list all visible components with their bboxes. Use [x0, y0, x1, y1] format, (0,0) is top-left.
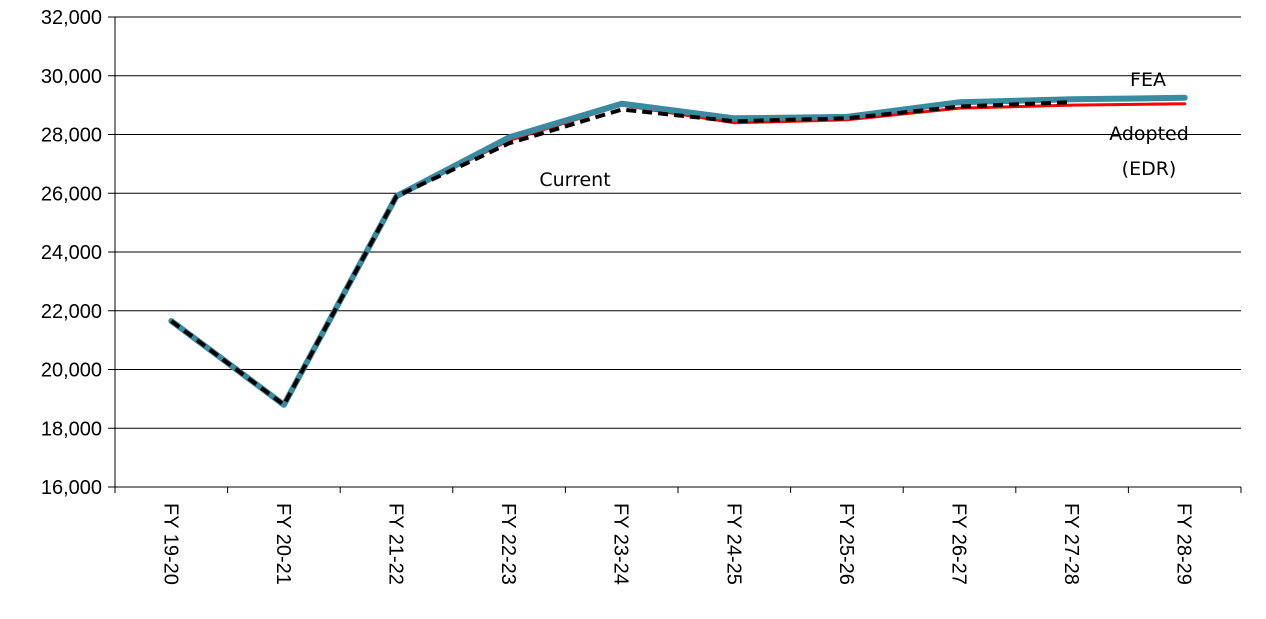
- series-line-fea: [168, 94, 1188, 408]
- y-tick-label: 24,000: [41, 242, 102, 264]
- x-tick-label: FY 19-20: [159, 503, 181, 585]
- x-tick-label: FY 27-28: [1060, 503, 1082, 585]
- y-tick-label: 16,000: [41, 477, 102, 499]
- series-line-adopted-edr: [169, 102, 1187, 407]
- y-axis-ticks: 16,000 18,000 20,000 22,000 24,000 26,000 28,0…: [41, 7, 115, 499]
- y-tick-label: 28,000: [41, 125, 102, 147]
- annotation-fea: FEA: [1130, 69, 1166, 91]
- series-line-current: [170, 100, 1073, 407]
- y-tick-label: 26,000: [41, 183, 102, 205]
- y-tick-label: 30,000: [41, 66, 102, 88]
- y-tick-label: 32,000: [41, 7, 102, 29]
- y-tick-label: 18,000: [41, 418, 102, 440]
- x-tick-label: FY 22-23: [497, 503, 519, 585]
- x-tick-label: FY 21-22: [385, 503, 407, 585]
- annotation-current: Current: [539, 169, 610, 191]
- series-lines: [168, 94, 1188, 408]
- x-tick-label: FY 23-24: [610, 503, 632, 585]
- gridlines: [115, 16, 1241, 429]
- x-tick-label: FY 24-25: [722, 503, 744, 585]
- annotation-adopted-line1: Adopted: [1109, 123, 1189, 145]
- annotation-adopted-line2: (EDR): [1122, 158, 1177, 180]
- x-tick-label: FY 25-26: [835, 503, 857, 585]
- x-tick-label: FY 20-21: [272, 503, 294, 585]
- x-axis-ticks: FY 19-20 FY 20-21 FY 21-22 FY 22-23 FY 23-24…: [114, 487, 1242, 585]
- y-tick-label: 20,000: [41, 360, 102, 382]
- y-tick-label: 22,000: [41, 301, 102, 323]
- x-tick-label: FY 26-27: [948, 503, 970, 585]
- x-tick-label: FY 28-29: [1173, 503, 1195, 585]
